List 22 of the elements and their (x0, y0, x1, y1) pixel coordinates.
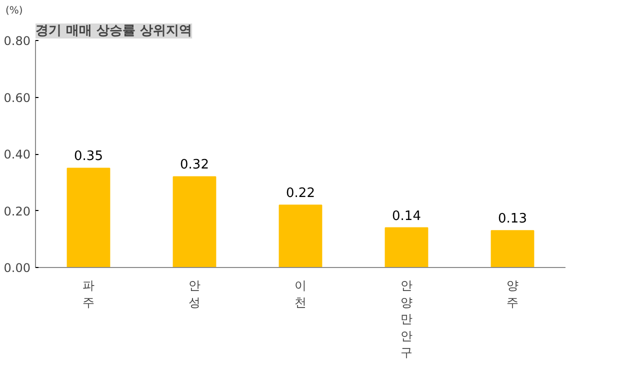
x-tick-label: 파주 (82, 278, 94, 310)
x-tick-label: 안양 만안구 (400, 278, 412, 360)
data-label: 0.35 (74, 149, 103, 164)
x-tick-label: 이천 (294, 278, 306, 310)
y-tick-label: 0.80 (4, 34, 30, 48)
y-axis-title: (%) (6, 6, 23, 16)
bar (384, 227, 428, 268)
data-label: 0.22 (286, 186, 315, 202)
y-tick-label: 0.40 (4, 148, 30, 162)
y-tick-label: 0.00 (4, 261, 30, 275)
y-tick-label: 0.60 (4, 90, 30, 105)
data-label: 0.13 (498, 212, 527, 227)
data-label: 0.32 (180, 158, 209, 173)
bar (278, 204, 322, 268)
bar (172, 176, 216, 268)
bar (66, 168, 110, 268)
data-label: 0.14 (392, 208, 421, 224)
x-tick-label: 안성 (188, 278, 200, 310)
bar (490, 230, 534, 268)
chart-title: 경기 매매 상승률 상위지역 (36, 24, 192, 38)
y-tick-label: 0.20 (4, 204, 30, 218)
x-tick-label: 양주 (506, 278, 518, 310)
